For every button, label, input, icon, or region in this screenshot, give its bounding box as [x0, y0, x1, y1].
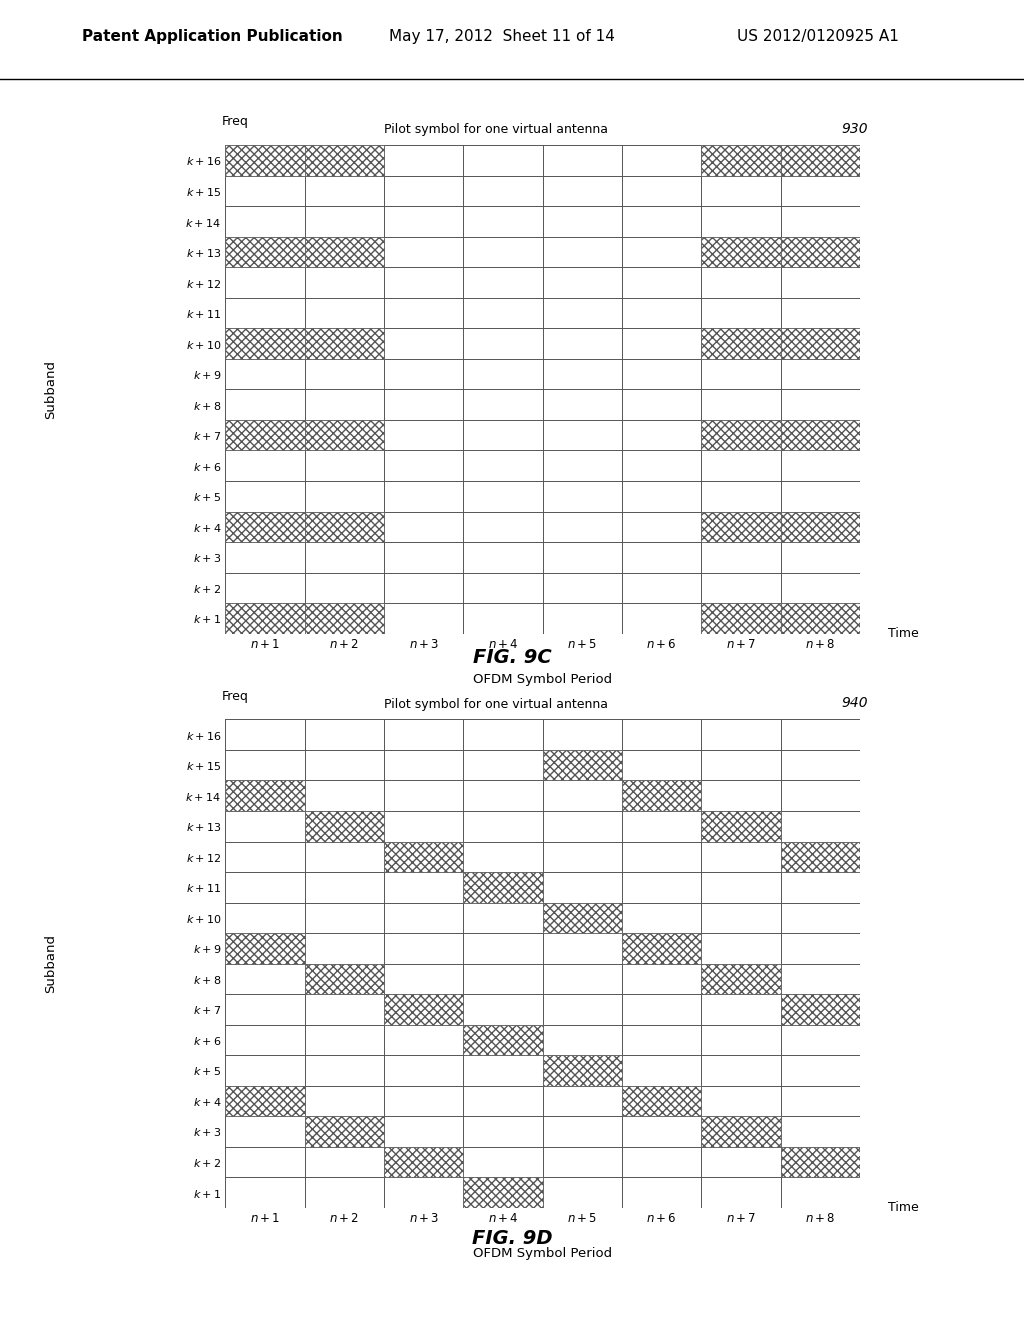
Bar — [305, 420, 384, 450]
Bar — [305, 145, 384, 176]
Bar — [543, 903, 623, 933]
Bar — [623, 780, 701, 810]
Bar — [701, 236, 780, 268]
Bar — [780, 512, 860, 543]
Bar — [305, 964, 384, 994]
Bar — [701, 810, 780, 842]
Text: May 17, 2012  Sheet 11 of 14: May 17, 2012 Sheet 11 of 14 — [389, 29, 615, 45]
Bar — [225, 236, 305, 268]
Bar — [780, 1147, 860, 1177]
Bar — [623, 1085, 701, 1117]
Text: Pilot symbol for one virtual antenna: Pilot symbol for one virtual antenna — [384, 698, 608, 710]
Text: Time: Time — [888, 1201, 919, 1214]
Bar — [701, 603, 780, 634]
Bar — [305, 512, 384, 543]
Bar — [701, 329, 780, 359]
Bar — [305, 1117, 384, 1147]
Bar — [305, 121, 369, 139]
Bar — [225, 1085, 305, 1117]
Bar — [463, 873, 543, 903]
Bar — [225, 603, 305, 634]
Bar — [463, 1024, 543, 1055]
Bar — [305, 603, 384, 634]
Bar — [701, 964, 780, 994]
Bar — [305, 236, 384, 268]
Bar — [701, 420, 780, 450]
Bar — [225, 933, 305, 964]
Text: Subband: Subband — [44, 935, 57, 993]
Text: Freq: Freq — [221, 115, 248, 128]
Bar — [305, 329, 384, 359]
Text: OFDM Symbol Period: OFDM Symbol Period — [473, 673, 612, 686]
Bar — [225, 512, 305, 543]
Text: 940: 940 — [842, 696, 868, 710]
Bar — [225, 780, 305, 810]
Text: Time: Time — [888, 627, 919, 640]
Bar — [780, 145, 860, 176]
Text: Freq: Freq — [221, 689, 248, 702]
Bar — [543, 1055, 623, 1085]
Bar — [463, 1177, 543, 1208]
Text: Subband: Subband — [44, 360, 57, 418]
Text: OFDM Symbol Period: OFDM Symbol Period — [473, 1247, 612, 1261]
Bar — [780, 236, 860, 268]
Text: FIG. 9C: FIG. 9C — [473, 648, 551, 667]
Bar — [305, 694, 369, 713]
Bar — [384, 1147, 463, 1177]
Bar — [305, 810, 384, 842]
Bar — [225, 420, 305, 450]
Bar — [701, 1117, 780, 1147]
Bar — [780, 420, 860, 450]
Bar — [225, 329, 305, 359]
Bar — [780, 842, 860, 873]
Text: 930: 930 — [842, 121, 868, 136]
Bar — [701, 145, 780, 176]
Bar — [225, 145, 305, 176]
Bar — [384, 842, 463, 873]
Text: US 2012/0120925 A1: US 2012/0120925 A1 — [737, 29, 899, 45]
Bar — [780, 994, 860, 1024]
Bar — [780, 329, 860, 359]
Bar — [623, 933, 701, 964]
Text: Patent Application Publication: Patent Application Publication — [82, 29, 343, 45]
Text: FIG. 9D: FIG. 9D — [472, 1229, 552, 1247]
Text: Pilot symbol for one virtual antenna: Pilot symbol for one virtual antenna — [384, 124, 608, 136]
Bar — [780, 603, 860, 634]
Bar — [543, 750, 623, 780]
Bar — [384, 994, 463, 1024]
Bar — [701, 512, 780, 543]
